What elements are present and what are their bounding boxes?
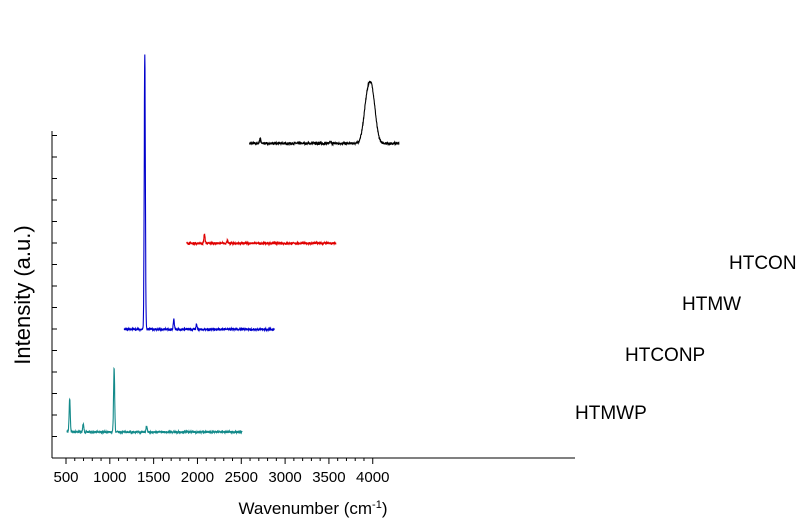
series-labels: HTCON HTMW HTCONP HTMWP bbox=[575, 253, 797, 424]
x-axis-title-end: ) bbox=[382, 499, 388, 518]
x-tick-label: 3500 bbox=[312, 469, 345, 486]
x-axis-ticks: 500 1000 1500 2000 2500 3000 3500 4000 bbox=[53, 458, 389, 486]
x-tick-label: 2500 bbox=[225, 469, 258, 486]
x-axis-title-main: Wavenumber (cm bbox=[239, 499, 373, 518]
x-tick-label: 3000 bbox=[268, 469, 301, 486]
series-line-htcon bbox=[249, 80, 400, 147]
series-line-htmw bbox=[186, 233, 337, 247]
x-tick-label: 2000 bbox=[181, 469, 214, 486]
series-label-htmwp: HTMWP bbox=[575, 403, 647, 424]
x-tick-label: 1000 bbox=[93, 469, 126, 486]
series-label-htconp: HTCONP bbox=[625, 345, 705, 366]
series-line-htconp bbox=[123, 54, 276, 333]
axes: 500 1000 1500 2000 2500 3000 3500 4000 bbox=[51, 131, 575, 486]
y-axis-ticks bbox=[52, 135, 57, 459]
y-axis-title: Intensity (a.u.) bbox=[10, 225, 35, 364]
x-axis-title: Wavenumber (cm-1) bbox=[239, 499, 388, 518]
x-tick-label: 4000 bbox=[356, 469, 389, 486]
series-line-htmwp bbox=[66, 366, 243, 436]
x-tick-label: 500 bbox=[53, 469, 78, 486]
x-tick-label: 1500 bbox=[137, 469, 170, 486]
x-axis-title-sup: -1 bbox=[372, 499, 382, 511]
series-label-htcon: HTCON bbox=[729, 253, 797, 274]
series-lines bbox=[66, 54, 400, 436]
series-label-htmw: HTMW bbox=[682, 294, 741, 315]
